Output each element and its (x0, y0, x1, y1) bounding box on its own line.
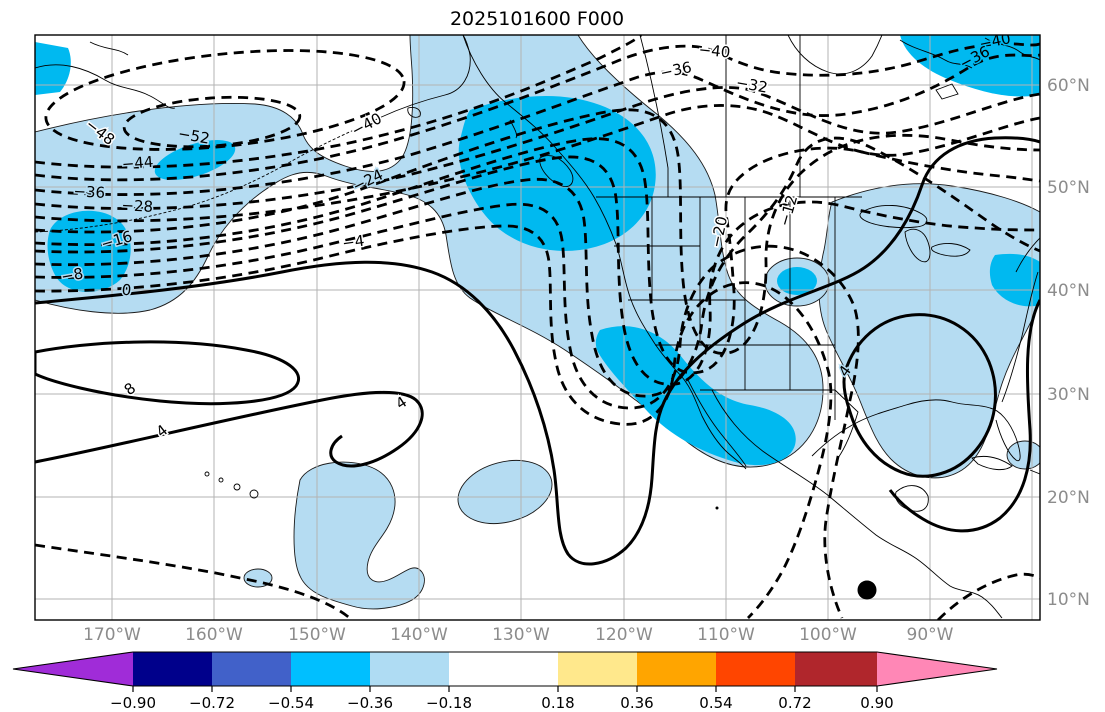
lon-tick-label: 90°W (907, 625, 954, 645)
contour-minus36 (35, 53, 1040, 196)
colorbar-tick-label: 0.72 (778, 694, 811, 712)
colorbar-tick-label: −0.54 (268, 694, 314, 712)
contour-label: −4 (341, 232, 365, 253)
contour-plus8-loop (35, 340, 300, 406)
colorbar-segment (449, 652, 558, 686)
contour-label: 0 (121, 281, 132, 300)
tiny-island-dot (715, 506, 719, 510)
colorbar-segment (212, 652, 291, 686)
contour-dashed-bottomleft (35, 543, 353, 620)
lat-tick-label: 50°N (1047, 178, 1090, 198)
lon-tick-label: 100°W (799, 625, 857, 645)
contour-solid-southeast (888, 299, 1040, 533)
deep-shading-aleutian (154, 139, 236, 181)
colorbar-tick-label: 0.18 (541, 694, 574, 712)
contour-plus4-gulf-loop (842, 313, 997, 478)
contour-label: −28 (121, 196, 154, 216)
colorbar-tick-label: 0.54 (699, 694, 732, 712)
colorbar: −0.90 −0.72 −0.54 −0.36 −0.18 0.18 0.36 … (12, 651, 998, 712)
colorbar-tick-labels: −0.90 −0.72 −0.54 −0.36 −0.18 0.18 0.36 … (110, 694, 894, 712)
colorbar-tick-label: −0.36 (347, 694, 393, 712)
lon-tick-label: 110°W (697, 625, 755, 645)
lon-axis: 170°W 160°W 150°W 140°W 130°W 120°W 110°… (83, 625, 954, 645)
lon-tick-label: 130°W (492, 625, 550, 645)
lon-tick-label: 170°W (83, 625, 141, 645)
contour-minus48 (44, 49, 406, 151)
lat-tick-label: 60°N (1047, 76, 1090, 96)
contour-zero (35, 136, 1040, 566)
contour-minus44 (35, 35, 642, 169)
colorbar-segment (716, 652, 795, 686)
colorbar-segment (133, 652, 212, 686)
deep-shading-topright (900, 35, 1040, 97)
colorbar-tick-label: −0.90 (110, 694, 156, 712)
contour-label: −44 (121, 153, 154, 174)
colorbar-left-arrow (13, 652, 133, 686)
colorbar-tick-label: −0.18 (426, 694, 472, 712)
lat-tick-label: 10°N (1047, 590, 1090, 610)
contour-minus32 (35, 86, 1040, 210)
contour-label: 4 (153, 421, 172, 441)
contour-minus12 (35, 136, 1040, 398)
contour-minus52 (122, 95, 302, 149)
lon-tick-label: 140°W (390, 625, 448, 645)
contour-plus4-hook (35, 391, 424, 468)
contour-dashed-bottomright (937, 572, 1040, 620)
positive-contours (35, 136, 1040, 566)
lon-tick-label: 150°W (288, 625, 346, 645)
contour-minus16 (35, 155, 1040, 386)
contour-label: −8 (60, 264, 85, 286)
deep-shading-plains (777, 267, 817, 295)
contour-minus28 (35, 104, 1040, 223)
lat-tick-label: 20°N (1047, 488, 1090, 508)
lat-tick-label: 40°N (1047, 281, 1090, 301)
lat-axis: 60°N 50°N 40°N 30°N 20°N 10°N (1047, 76, 1090, 610)
contour-label: −36 (659, 58, 694, 82)
colorbar-tick-label: 0.90 (860, 694, 893, 712)
deep-shading-right-edge (989, 253, 1040, 307)
colorbar-ticks (132, 686, 878, 692)
colorbar-right-arrow (877, 652, 997, 686)
map-plot-area: −48 −52 −44 −40 −36 −32 −28 −24 −20 −16 … (35, 35, 1040, 620)
contour-label: −32 (735, 73, 769, 96)
contour-minus8 (35, 202, 860, 619)
contour-label: −36 (73, 182, 106, 202)
lon-tick-label: 120°W (595, 625, 653, 645)
contour-minus40 (35, 42, 1040, 182)
contour-label: −40 (698, 40, 731, 61)
map-border (34, 34, 1041, 621)
pale-shading-caribbean (1006, 440, 1040, 470)
contour-minus24 (35, 108, 1040, 355)
colorbar-tick-label: 0.36 (620, 694, 653, 712)
deep-shading-topleft-corner (35, 42, 71, 95)
colorbar-segment (370, 652, 449, 686)
coastlines (35, 35, 1040, 619)
pale-shading-pacific-blob (457, 460, 553, 524)
colorbar-tick-label: −0.72 (189, 694, 235, 712)
lon-tick-label: 160°W (185, 625, 243, 645)
lat-tick-label: 30°N (1047, 385, 1090, 405)
station-marker-dot (857, 580, 877, 600)
plot-title: 2025101600 F000 (450, 8, 624, 30)
contour-label: −12 (775, 193, 801, 228)
pale-shading-hawaii-blob (293, 461, 425, 610)
colorbar-segment (291, 652, 370, 686)
colorbar-segment (795, 652, 877, 686)
colorbar-segment (637, 652, 716, 686)
negative-contours (35, 35, 1040, 620)
colorbar-segment (558, 652, 637, 686)
